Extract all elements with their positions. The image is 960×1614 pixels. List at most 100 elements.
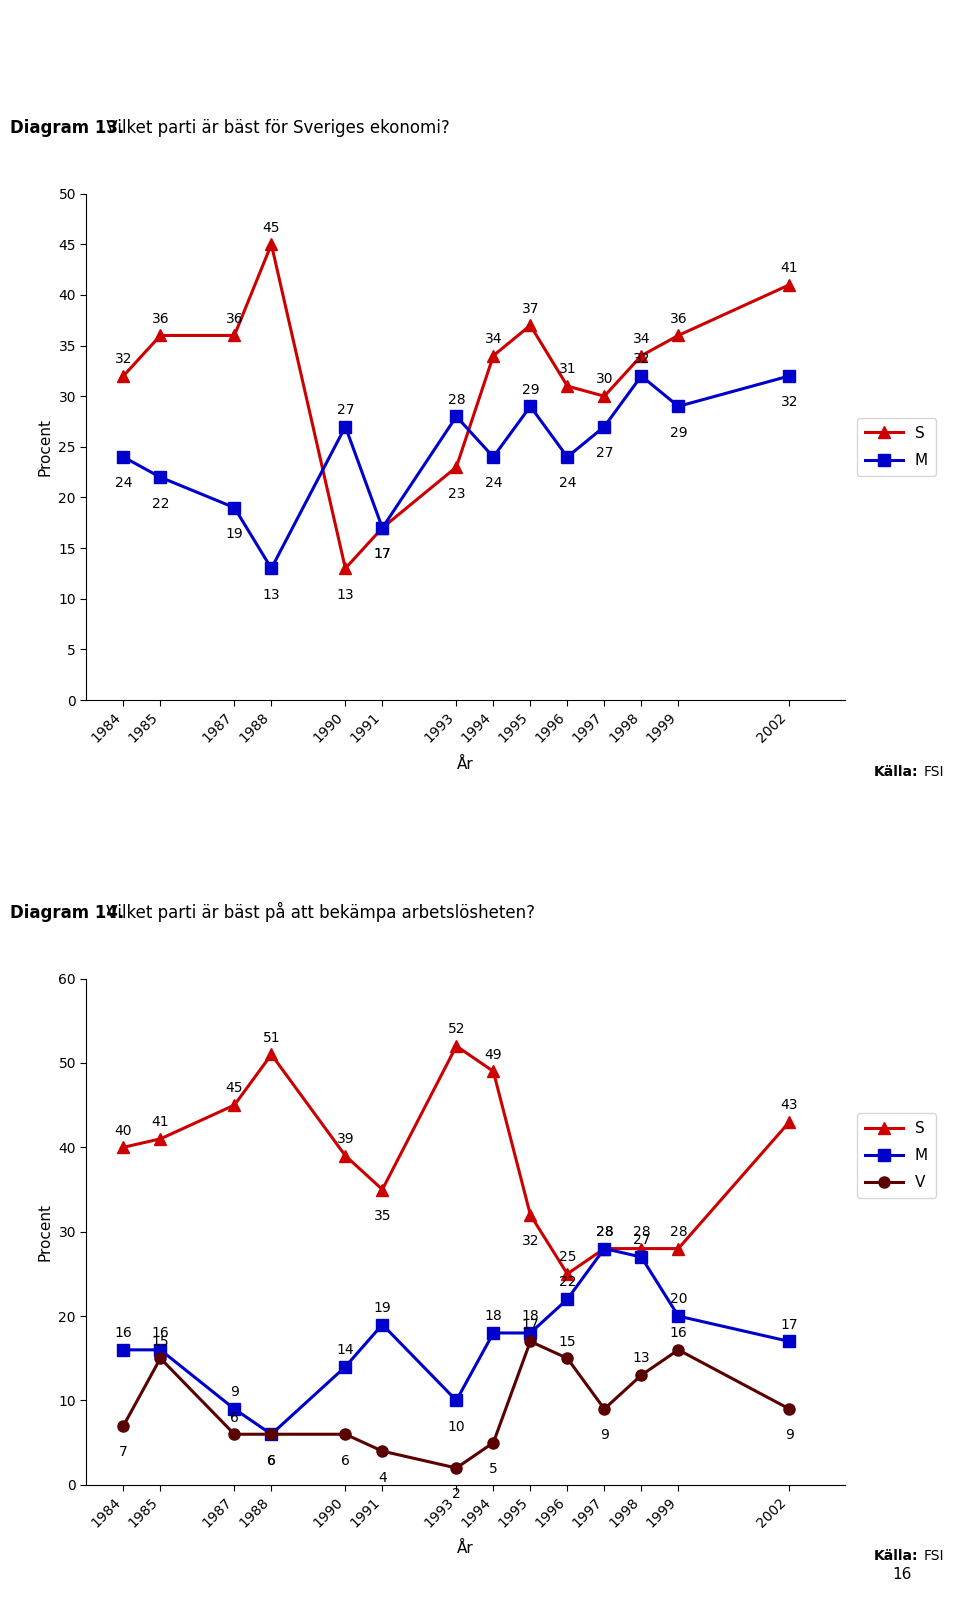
Text: FSI: FSI	[924, 1549, 944, 1564]
Text: 28: 28	[447, 392, 466, 407]
S	[673, 1240, 684, 1259]
V	[562, 1349, 573, 1369]
S	[636, 345, 647, 365]
Text: 24: 24	[485, 476, 502, 491]
M	[488, 447, 499, 466]
M	[450, 407, 462, 426]
Text: 31: 31	[559, 363, 576, 376]
Text: 29: 29	[669, 426, 687, 439]
M	[118, 1340, 130, 1359]
M	[636, 1248, 647, 1267]
M	[599, 1240, 611, 1259]
Text: 19: 19	[226, 528, 243, 541]
S	[524, 316, 536, 336]
Text: 36: 36	[226, 312, 243, 326]
Text: 28: 28	[669, 1225, 687, 1240]
Line: S: S	[118, 239, 795, 575]
Text: 25: 25	[559, 1251, 576, 1264]
S	[228, 326, 240, 345]
Text: 28: 28	[633, 1225, 650, 1240]
S	[118, 366, 130, 386]
V	[524, 1332, 536, 1351]
S	[562, 1264, 573, 1283]
S	[783, 274, 795, 294]
Text: 32: 32	[780, 395, 798, 410]
M	[488, 1323, 499, 1343]
Text: 32: 32	[521, 1235, 540, 1248]
Text: 23: 23	[447, 486, 465, 500]
S	[266, 234, 277, 253]
Text: 17: 17	[373, 547, 391, 562]
S	[376, 1180, 388, 1199]
S	[118, 1138, 130, 1157]
S	[450, 1036, 462, 1056]
Text: 22: 22	[152, 497, 169, 510]
M	[562, 1290, 573, 1309]
M	[228, 499, 240, 518]
Text: 36: 36	[152, 312, 169, 326]
X-axis label: År: År	[457, 1541, 474, 1556]
Text: 6: 6	[267, 1454, 276, 1467]
M	[636, 366, 647, 386]
M	[524, 397, 536, 416]
Text: 7: 7	[119, 1445, 128, 1459]
Text: 52: 52	[447, 1022, 465, 1036]
Line: S: S	[118, 1041, 795, 1280]
Text: 9: 9	[785, 1428, 794, 1443]
Text: 15: 15	[559, 1335, 576, 1349]
Text: 2: 2	[452, 1488, 461, 1501]
V	[673, 1340, 684, 1359]
Text: 14: 14	[337, 1343, 354, 1357]
Text: Källa:: Källa:	[874, 765, 918, 778]
Text: 13: 13	[337, 587, 354, 602]
S	[599, 386, 611, 405]
Text: 16: 16	[152, 1327, 169, 1340]
V	[376, 1441, 388, 1461]
Text: 16: 16	[893, 1567, 912, 1582]
S	[155, 1130, 166, 1149]
Text: 43: 43	[780, 1098, 798, 1112]
Line: M: M	[118, 1243, 795, 1440]
Y-axis label: Procent: Procent	[37, 1202, 53, 1261]
Text: 40: 40	[114, 1123, 132, 1138]
M	[562, 447, 573, 466]
Text: Vilket parti är bäst för Sveriges ekonomi?: Vilket parti är bäst för Sveriges ekonom…	[101, 119, 449, 137]
Text: 6: 6	[267, 1454, 276, 1467]
S	[636, 1240, 647, 1259]
M	[783, 1332, 795, 1351]
M	[155, 468, 166, 487]
Text: Källa:: Källa:	[874, 1549, 918, 1564]
Text: 36: 36	[669, 312, 687, 326]
V	[599, 1399, 611, 1419]
Text: Diagram 13.: Diagram 13.	[10, 119, 124, 137]
Text: 27: 27	[633, 1233, 650, 1248]
S	[783, 1112, 795, 1131]
Text: 32: 32	[114, 352, 132, 366]
Legend: S, M: S, M	[857, 418, 936, 476]
Text: FSI: FSI	[924, 765, 944, 778]
Text: 45: 45	[263, 221, 280, 234]
Text: 6: 6	[230, 1411, 239, 1425]
V	[340, 1425, 351, 1445]
S	[450, 457, 462, 476]
Text: 41: 41	[780, 261, 798, 274]
Text: 34: 34	[633, 332, 650, 345]
S	[340, 558, 351, 578]
Text: 35: 35	[373, 1209, 391, 1223]
Text: 24: 24	[114, 476, 132, 491]
Text: Diagram 14.: Diagram 14.	[10, 904, 124, 922]
M	[340, 416, 351, 436]
V	[118, 1415, 130, 1435]
Text: 30: 30	[595, 373, 613, 386]
Text: 41: 41	[152, 1115, 169, 1130]
Line: V: V	[118, 1336, 795, 1474]
Text: 49: 49	[485, 1047, 502, 1062]
M	[450, 1391, 462, 1411]
M	[228, 1399, 240, 1419]
V	[636, 1365, 647, 1385]
Text: 4: 4	[378, 1470, 387, 1485]
Text: 17: 17	[521, 1317, 540, 1332]
M	[376, 518, 388, 537]
Text: 27: 27	[337, 404, 354, 416]
Line: M: M	[118, 370, 795, 575]
